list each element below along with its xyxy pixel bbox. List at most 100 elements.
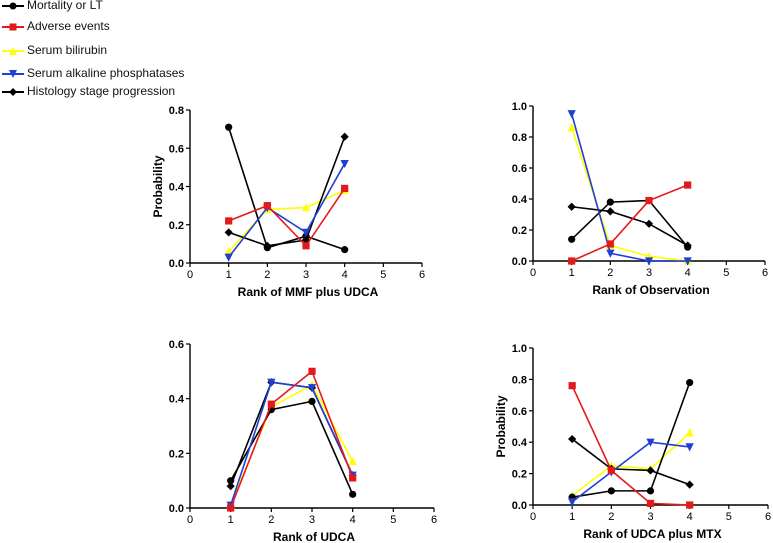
data-point: [226, 482, 235, 491]
legend-label: Histology stage progression: [27, 84, 176, 98]
data-point: [308, 367, 316, 375]
data-point: [606, 249, 615, 258]
x-tick-label: 6: [762, 267, 768, 279]
x-tick-label: 0: [187, 269, 193, 281]
legend-label: Serum alkaline phosphatases: [27, 66, 185, 80]
x-tick-label: 0: [530, 511, 536, 523]
data-point: [225, 217, 233, 225]
data-point: [307, 384, 317, 393]
data-point: [224, 228, 233, 237]
data-point: [340, 132, 349, 141]
data-point: [341, 246, 349, 254]
data-point: [646, 466, 655, 475]
data-point: [263, 241, 272, 250]
data-point: [568, 434, 577, 444]
data-point: [224, 253, 233, 262]
x-axis-label: Rank of UDCA: [273, 530, 355, 543]
data-point: [567, 202, 576, 211]
data-point: [645, 196, 653, 205]
x-axis-label: Rank of Observation: [592, 283, 709, 297]
x-tick-label: 5: [380, 269, 386, 281]
legend-label: Adverse events: [27, 19, 110, 33]
y-tick-label: 0.4: [512, 437, 528, 449]
data-point: [568, 257, 576, 265]
y-tick-label: 1.0: [512, 101, 527, 113]
data-point: [683, 241, 692, 250]
y-tick-label: 0.8: [512, 132, 527, 144]
data-point: [686, 378, 694, 387]
chart-panel-1: 0.0 0.2 0.4 0.6 0.8 0 1 2 3 4 5 6 Rank of MMF plus U…: [151, 105, 425, 299]
x-tick-label: 6: [765, 511, 771, 523]
data-point: [606, 207, 615, 216]
y-tick-label: 0.6: [512, 406, 527, 418]
series-line: [228, 136, 346, 247]
x-tick-label: 2: [607, 267, 613, 279]
x-axis-label: Rank of MMF plus UDCA: [238, 285, 379, 299]
data-point: [267, 400, 275, 408]
square-marker-icon: [9, 23, 17, 31]
y-tick-label: 0.4: [169, 182, 185, 194]
data-point: [646, 487, 655, 495]
series-line: [571, 438, 690, 486]
y-tick-label: 0.0: [512, 500, 527, 512]
series-line: [570, 113, 688, 262]
data-point: [301, 228, 311, 237]
x-tick-label: 3: [646, 267, 652, 279]
y-tick-label: 0.0: [169, 503, 184, 515]
data-point: [644, 257, 654, 266]
data-point: [308, 397, 316, 405]
data-point: [646, 438, 655, 447]
x-tick-label: 2: [264, 269, 270, 281]
chart-panel-2: 0.0 0.2 0.4 0.6 0.8 1.0 0 1 2 3 4 5 6 Rank of Observa…: [512, 101, 768, 297]
data-point: [348, 456, 357, 466]
x-tick-label: 1: [228, 514, 234, 526]
data-point: [349, 474, 357, 482]
x-tick-label: 4: [685, 267, 691, 279]
series-line: [571, 205, 689, 247]
x-tick-label: 4: [342, 269, 348, 281]
series-line: [229, 383, 354, 506]
data-point: [606, 198, 614, 206]
triangle-up-marker-icon: [9, 47, 17, 55]
circle-marker-icon: [9, 2, 17, 10]
legend: Mortality or LT Adverse events Serum bil…: [0, 0, 260, 100]
y-tick-label: 0.6: [512, 163, 527, 175]
data-point: [224, 246, 233, 256]
series-line: [229, 370, 354, 509]
x-tick-label: 6: [419, 269, 425, 281]
series-line: [570, 127, 688, 262]
y-tick-label: 0.4: [512, 194, 528, 206]
data-point: [683, 257, 692, 266]
legend-item-histology: Histology stage progression: [0, 83, 260, 101]
x-tick-label: 0: [530, 267, 536, 279]
data-point: [227, 504, 235, 512]
data-point: [685, 480, 694, 489]
data-point: [684, 181, 692, 189]
x-axis-label: Rank of UDCA plus MTX: [583, 527, 721, 541]
y-tick-label: 0.6: [169, 339, 184, 351]
x-tick-label: 3: [309, 514, 315, 526]
data-point: [607, 466, 615, 475]
data-point: [568, 235, 576, 243]
x-tick-label: 3: [303, 269, 309, 281]
x-tick-label: 4: [687, 511, 693, 523]
data-point: [340, 159, 349, 169]
data-point: [267, 378, 276, 387]
data-point: [301, 202, 311, 212]
chart-panel-4: 0.0 0.2 0.4 0.6 0.8 1.0 0 1 2 3 4 5 6 Rank of UDCA pl…: [494, 343, 771, 541]
data-point: [263, 202, 271, 210]
y-tick-label: 0.8: [512, 374, 527, 386]
data-point: [225, 123, 233, 131]
data-point: [685, 428, 694, 437]
x-tick-label: 2: [268, 514, 274, 526]
x-tick-label: 3: [647, 511, 653, 523]
y-axis-label: Probability: [151, 155, 165, 217]
y-tick-label: 0.2: [512, 225, 527, 237]
series-line: [571, 432, 691, 497]
y-tick-label: 1.0: [512, 343, 527, 355]
data-point: [567, 123, 576, 132]
data-point: [606, 240, 614, 248]
data-point: [644, 219, 654, 228]
x-tick-label: 1: [569, 267, 575, 279]
legend-label: Mortality or LT: [27, 0, 103, 12]
